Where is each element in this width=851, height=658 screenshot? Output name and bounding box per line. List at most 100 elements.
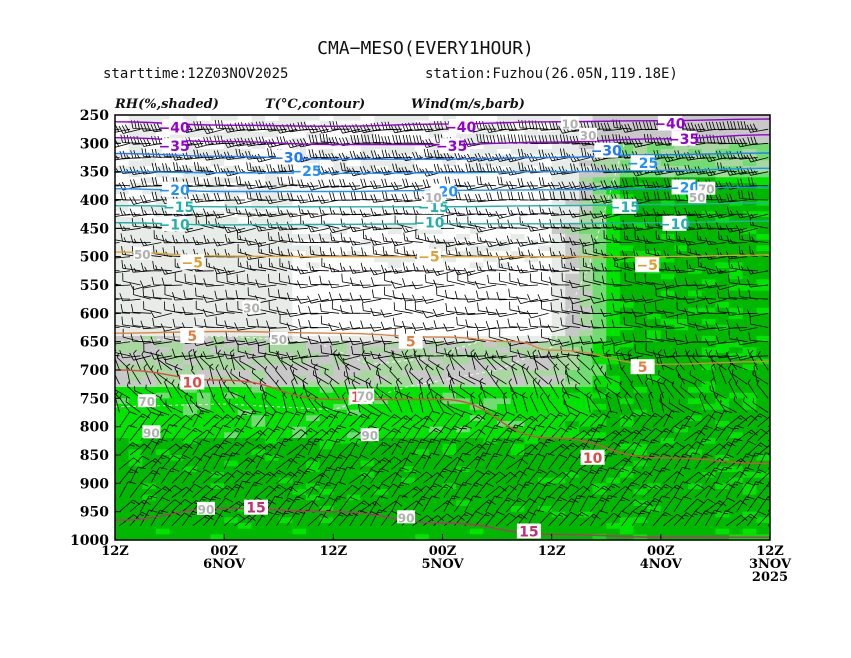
wind-barb	[562, 392, 570, 413]
wind-barb	[600, 292, 622, 301]
rh-cell	[374, 268, 389, 275]
rh-cell	[729, 506, 744, 513]
rh-cell	[469, 200, 484, 207]
rh-cell	[401, 279, 416, 286]
rh-cell	[374, 477, 389, 484]
rh-cell	[333, 262, 348, 269]
rh-cell	[196, 194, 212, 201]
rh-cell	[360, 307, 375, 314]
rh-cell	[183, 177, 198, 184]
rh-cell	[483, 466, 498, 473]
rh-cell	[619, 115, 635, 122]
rh-cell	[469, 494, 484, 501]
rh-cell	[278, 177, 293, 184]
rh-cell	[660, 205, 675, 212]
rh-cell	[428, 228, 444, 235]
rh-cell	[387, 404, 403, 411]
wind-barb	[689, 370, 706, 385]
rh-cell	[606, 415, 621, 422]
wind-barb	[182, 306, 204, 316]
rh-cell	[265, 205, 280, 212]
wind-barb	[622, 219, 643, 229]
rh-cell	[551, 409, 566, 416]
wind-barb	[517, 349, 539, 358]
rh-cell	[483, 290, 498, 297]
rh-cell	[292, 483, 307, 490]
wind-barb	[275, 124, 298, 134]
rh-cell	[401, 364, 416, 371]
rh-cell	[510, 455, 525, 462]
rh-cell	[756, 307, 770, 314]
wind-barb	[433, 411, 452, 427]
wind-barb	[496, 121, 518, 130]
rh-cell	[456, 489, 471, 496]
rh-cell	[169, 528, 184, 535]
rh-cell	[510, 194, 525, 201]
rh-cell	[606, 290, 621, 297]
wind-barb	[476, 176, 497, 187]
rh-cell	[278, 171, 293, 178]
wind-barb	[318, 413, 339, 427]
rh-cell	[674, 409, 689, 416]
rh-cell	[142, 528, 157, 535]
rh-cell	[237, 313, 252, 320]
rh-cell	[347, 511, 362, 518]
rh-cell	[210, 426, 225, 433]
wind-barb	[418, 354, 434, 371]
rh-cell	[319, 313, 334, 320]
rh-cell	[442, 409, 457, 416]
rh-cell	[142, 137, 157, 144]
wind-barb	[516, 322, 539, 331]
rh-cell	[237, 387, 252, 394]
rh-cell	[128, 511, 143, 518]
rh-cell	[210, 296, 225, 303]
rh-cell	[142, 319, 157, 326]
rh-cell	[347, 432, 362, 439]
rh-cell	[319, 426, 334, 433]
rh-cell	[210, 364, 225, 371]
rh-cell	[128, 200, 143, 207]
rh-cell	[579, 290, 594, 297]
wind-barb	[118, 124, 141, 134]
wind-barb	[428, 355, 445, 371]
rh-cell	[374, 137, 389, 144]
rh-cell	[292, 262, 307, 269]
rh-cell	[196, 415, 212, 422]
wind-barb	[233, 195, 256, 205]
rh-cell	[251, 132, 266, 139]
rh-cell	[292, 296, 307, 303]
rh-cell	[469, 483, 484, 490]
rh-cell	[237, 166, 252, 173]
wind-barb	[349, 224, 371, 233]
rh-cell	[237, 426, 252, 433]
rh-cell	[347, 290, 362, 297]
rh-cell	[128, 483, 143, 490]
rh-cell	[551, 205, 566, 212]
rh-cell	[333, 460, 348, 467]
rh-cell	[606, 217, 621, 224]
rh-cell	[483, 319, 498, 326]
rh-cell	[128, 506, 143, 513]
rh-cell	[183, 302, 198, 309]
wind-barb	[115, 213, 120, 215]
rh-cell	[265, 455, 280, 462]
rh-cell	[469, 137, 484, 144]
wind-barb	[140, 165, 162, 175]
rh-cell	[456, 268, 471, 275]
rh-cell	[360, 166, 375, 173]
rh-cell	[756, 494, 770, 501]
wind-barb	[265, 180, 287, 190]
wind-barb	[308, 149, 329, 158]
rh-cell	[224, 358, 239, 365]
rh-cell	[428, 245, 444, 252]
rh-contour-line	[115, 143, 625, 411]
rh-cell	[210, 228, 225, 235]
wind-barb	[726, 121, 748, 130]
rh-cell	[347, 324, 362, 331]
wind-barb	[150, 351, 172, 360]
rh-cell	[756, 398, 770, 405]
rh-cell	[633, 421, 648, 428]
rh-cell	[387, 319, 403, 326]
rh-cell	[415, 387, 430, 394]
wind-barb	[342, 392, 351, 413]
